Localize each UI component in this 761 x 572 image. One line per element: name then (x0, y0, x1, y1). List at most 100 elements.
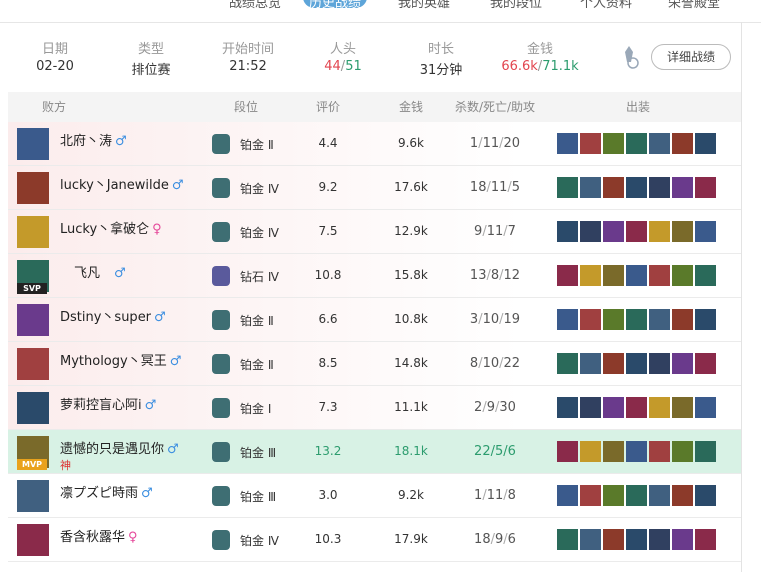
item-icon (580, 265, 601, 286)
kda-part: 9 (494, 532, 504, 547)
item-icon (695, 221, 716, 242)
tab[interactable]: 我的段位 (489, 0, 543, 11)
item-icon (649, 177, 670, 198)
kda-part: / (478, 136, 483, 151)
kda-part: 10 (482, 356, 500, 371)
score: 13.2 (314, 444, 342, 458)
item-icon (695, 529, 716, 550)
player-name: 北府丶涛 ♂ (60, 134, 127, 149)
kda-part: 5 (494, 444, 504, 459)
player-name: 香含秋露华 ♀ (60, 530, 138, 545)
tab[interactable]: 历史战绩 (308, 0, 362, 11)
avatar (17, 392, 49, 424)
summary-value: 21:52 (229, 59, 267, 74)
kda-part: 22 (503, 356, 521, 371)
rank-icon (212, 134, 230, 154)
summary-label: 金钱 (526, 42, 554, 57)
item-icon (649, 309, 670, 330)
item-icon (603, 353, 624, 374)
kda-part: 13 (469, 268, 487, 283)
item-icon (626, 397, 647, 418)
player-name: 遗憾的只是遇见你 ♂ (60, 442, 179, 457)
item-icon (603, 133, 624, 154)
item-icon (695, 265, 716, 286)
kda-part: / (490, 444, 495, 459)
item-icon (580, 221, 601, 242)
player-name: lucky丶Janewilde ♂ (60, 178, 184, 193)
gender: ♂ (144, 398, 157, 413)
kda-part: 11 (486, 488, 504, 503)
avatar-badge: SVP (17, 283, 47, 294)
item-icon (672, 485, 693, 506)
gold: 14.8k (394, 356, 428, 370)
kda-part: / (503, 532, 508, 547)
column-header: 金钱 (398, 100, 424, 114)
item-icon (672, 221, 693, 242)
kda-part: / (495, 400, 500, 415)
kda-part: 8 (469, 356, 479, 371)
rank: 铂金 Ⅱ (240, 358, 274, 372)
gender: ♀ (128, 530, 138, 545)
kda-part: / (482, 488, 487, 503)
score: 3.0 (318, 488, 338, 502)
summary-part: / (340, 59, 346, 74)
detail-button[interactable]: 详细战绩 (651, 44, 731, 70)
item-icon (672, 353, 693, 374)
item-icon (603, 221, 624, 242)
item-icon (649, 265, 670, 286)
item-icon (626, 221, 647, 242)
item-icon (672, 309, 693, 330)
gold: 17.9k (394, 532, 428, 546)
item-icon (580, 177, 601, 198)
column-header: 出装 (625, 100, 651, 114)
gold: 9.2k (397, 488, 425, 502)
column-header: 败方 (41, 100, 67, 114)
item-icon (695, 485, 716, 506)
player-name: Mythology丶冥王 ♂ (60, 354, 182, 369)
kda-part: 1 (474, 488, 483, 503)
item-icon (580, 441, 601, 462)
item-icon (557, 441, 578, 462)
rank: 铂金 Ⅲ (240, 490, 277, 504)
item-icon (695, 309, 716, 330)
item-icon (695, 353, 716, 374)
kda: 22/5/6 (474, 444, 516, 459)
tab[interactable]: 荣誉殿堂 (667, 0, 721, 11)
score: 7.5 (318, 224, 338, 238)
item-icon (672, 397, 693, 418)
kda: 18/9/6 (474, 532, 516, 547)
summary-part: 51 (345, 59, 362, 74)
rank-icon (212, 222, 230, 242)
summary-value: 排位赛 (131, 63, 171, 78)
tab-active-bg (303, 0, 367, 8)
gender: ♂ (169, 354, 182, 369)
summary-part: / (537, 59, 543, 74)
item-icon (580, 485, 601, 506)
kda-part: 12 (503, 268, 521, 283)
rank-icon (212, 530, 230, 550)
kda-part: / (499, 136, 504, 151)
gender: ♂ (167, 442, 179, 457)
item-icon (603, 529, 624, 550)
summary-part: 66.6k (501, 59, 538, 74)
tab[interactable]: 战绩总览 (228, 0, 282, 11)
gold: 17.6k (394, 180, 428, 194)
tab[interactable]: 个人资料 (579, 0, 633, 11)
item-icon (557, 529, 578, 550)
rank: 铂金 Ⅳ (240, 226, 279, 240)
kda-part: 3 (469, 312, 479, 327)
player-name: 萝莉控盲心阿i ♂ (60, 398, 157, 413)
score: 10.8 (314, 268, 342, 282)
item-icon (603, 485, 624, 506)
table-header-bg (8, 92, 741, 122)
item-icon (580, 353, 601, 374)
item-icon (580, 397, 601, 418)
kda-part: / (499, 312, 504, 327)
item-icon (649, 485, 670, 506)
item-icon (580, 133, 601, 154)
gender: ♂ (141, 486, 153, 501)
summary-label: 类型 (137, 42, 165, 57)
avatar (17, 128, 49, 160)
tab[interactable]: 我的英雄 (397, 0, 451, 11)
item-icon (672, 441, 693, 462)
